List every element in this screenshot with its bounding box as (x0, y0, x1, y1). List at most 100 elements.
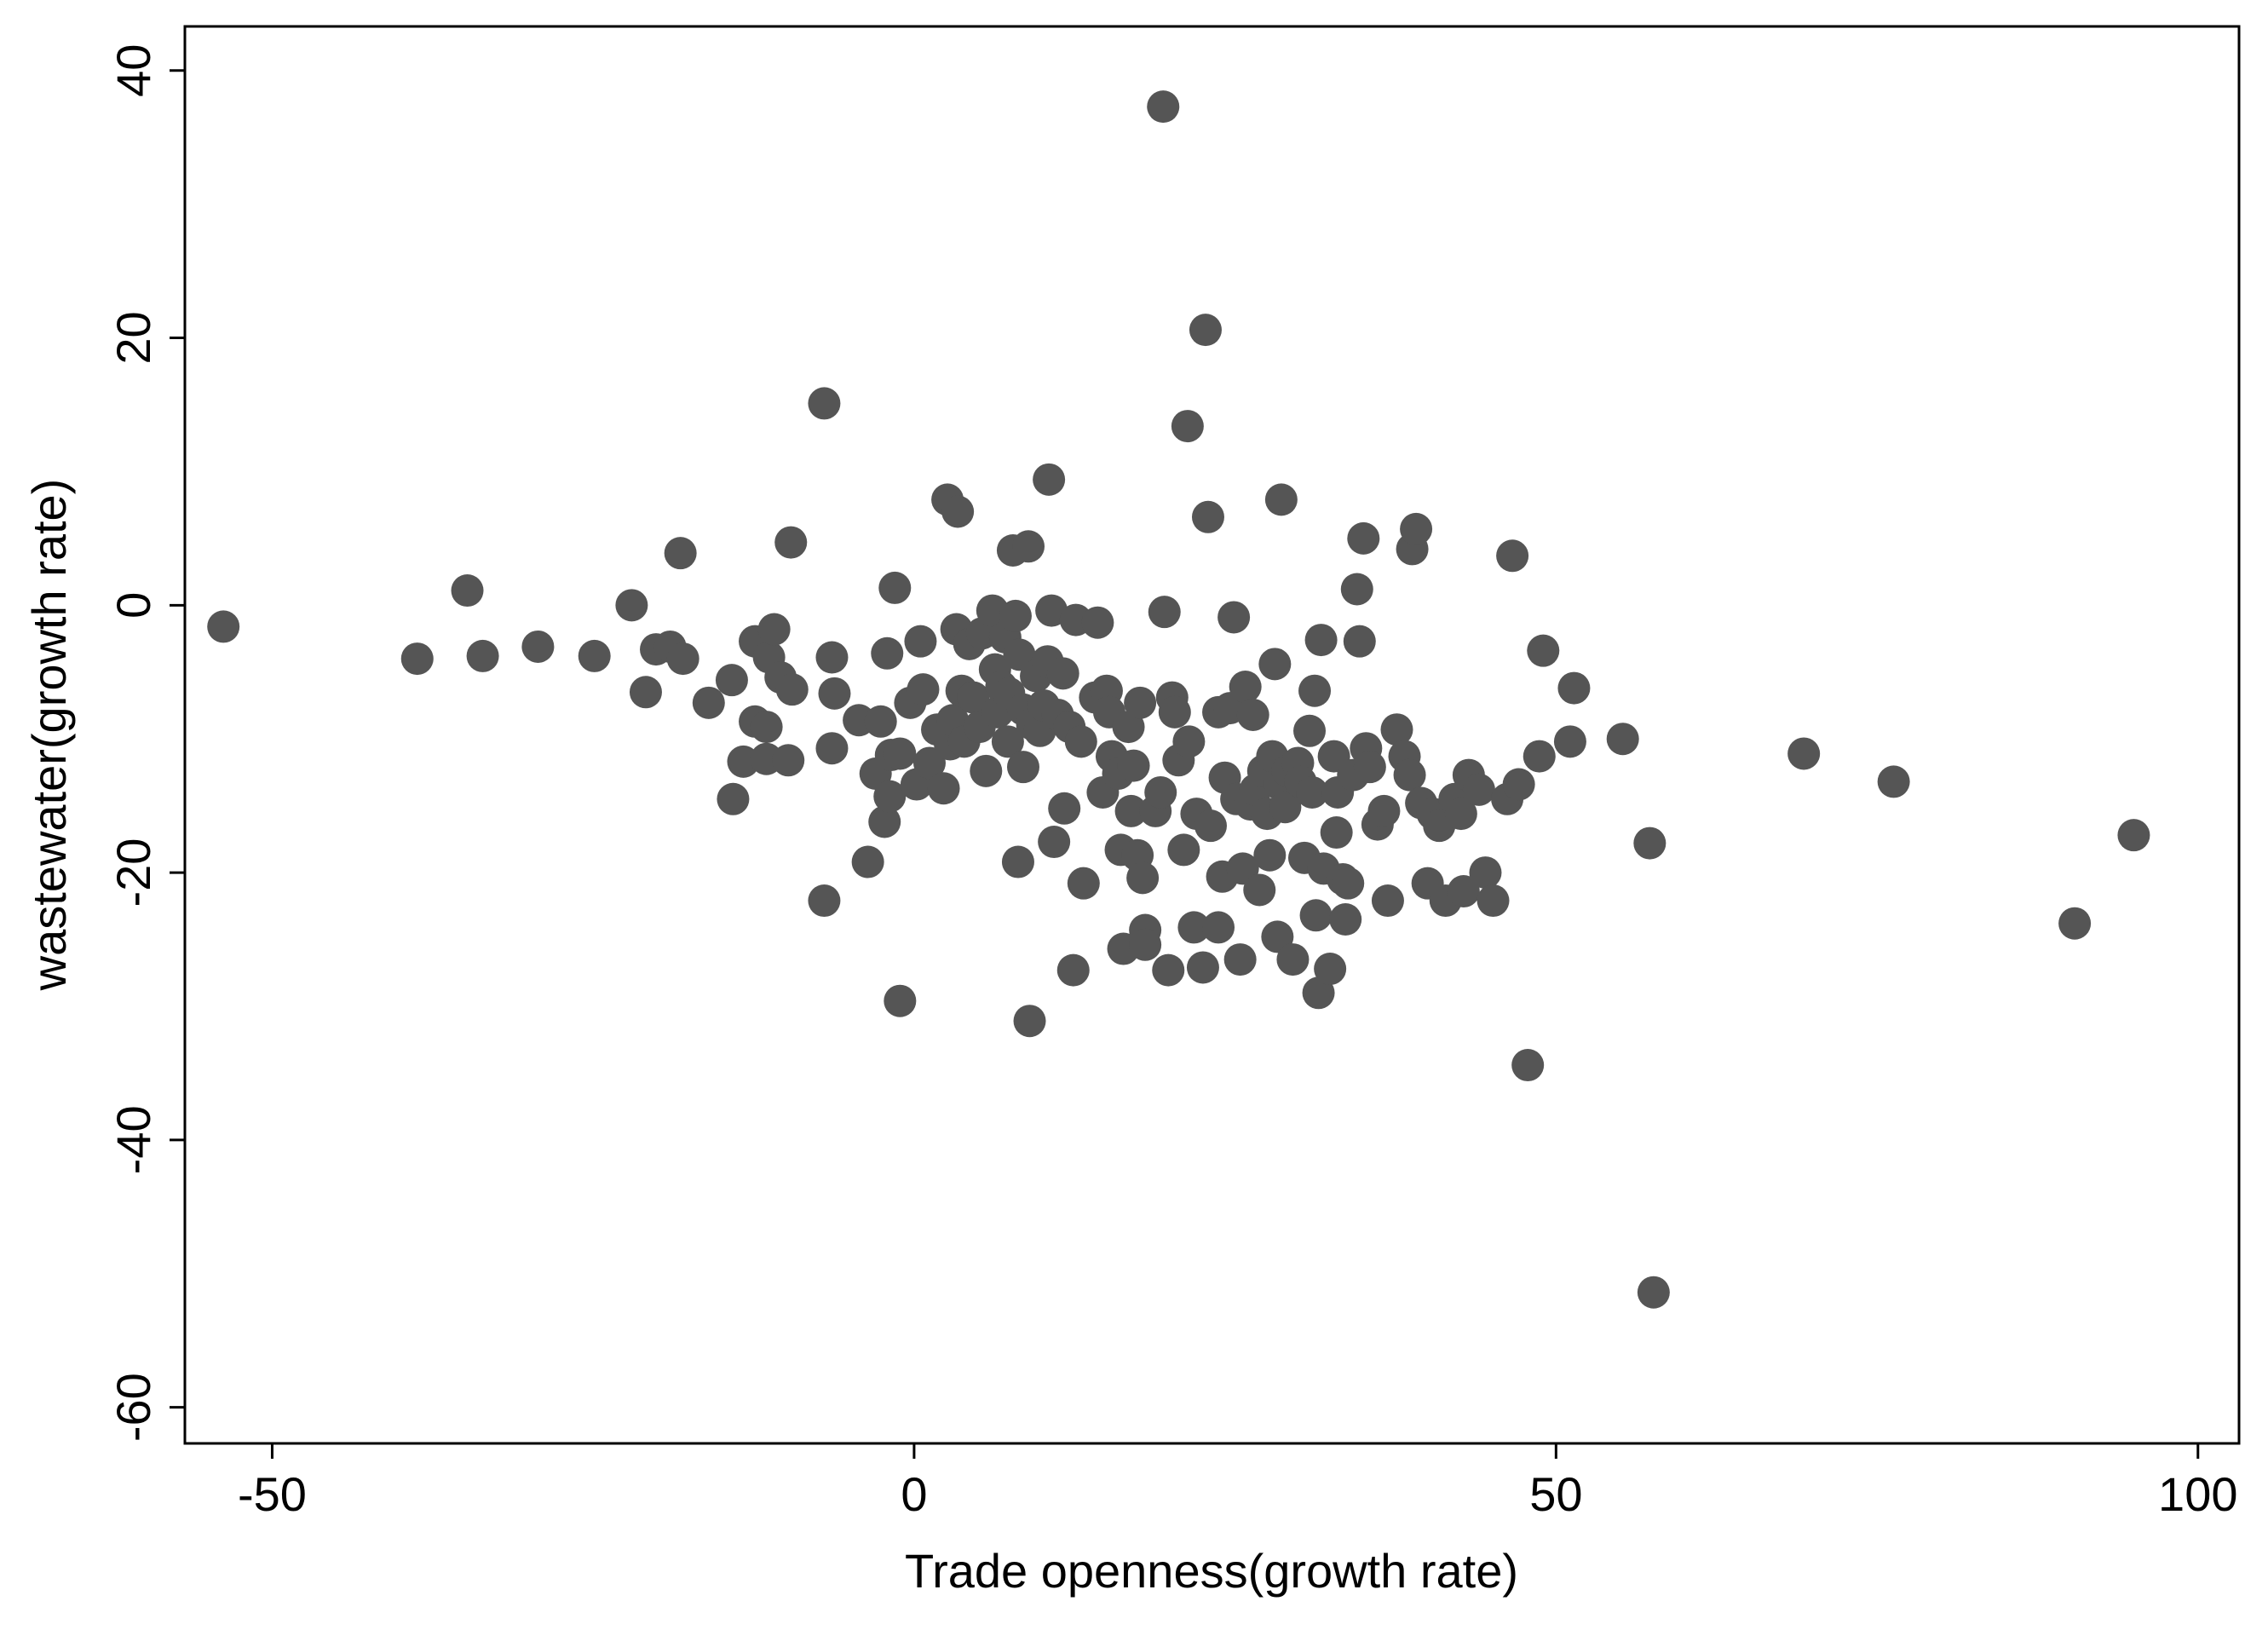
point (1276, 943, 1310, 976)
point (912, 746, 946, 780)
point (750, 711, 783, 744)
point (1511, 1049, 1545, 1082)
point (757, 613, 791, 646)
y-tick-label: -20 (106, 838, 160, 907)
point (1223, 943, 1257, 976)
point (1380, 713, 1413, 746)
point (466, 639, 499, 672)
point (1523, 740, 1556, 773)
point (907, 673, 940, 706)
point (1202, 911, 1235, 944)
point (1343, 625, 1376, 658)
point (1147, 90, 1180, 124)
point (1637, 1276, 1670, 1309)
point (1293, 714, 1327, 747)
point (864, 705, 897, 738)
point (1557, 671, 1591, 705)
point (871, 636, 904, 670)
point (1033, 463, 1066, 496)
point (451, 574, 484, 608)
point (1296, 775, 1329, 809)
x-tick-label: 100 (2158, 1467, 2237, 1521)
point (1189, 314, 1222, 347)
point (1081, 606, 1114, 639)
y-tick-label: 0 (106, 592, 160, 619)
point (818, 677, 851, 710)
point (715, 664, 748, 697)
point (1056, 953, 1090, 987)
point (1177, 911, 1211, 944)
point (1144, 775, 1177, 809)
point (1269, 791, 1302, 824)
plot-frame (183, 25, 2241, 1445)
point (1186, 951, 1219, 984)
point (884, 737, 917, 770)
point (1877, 765, 1910, 798)
point (808, 884, 841, 918)
x-axis-label: Trade openness(growth rate) (905, 1544, 1518, 1598)
point (1320, 816, 1353, 850)
point (1347, 521, 1380, 555)
point (692, 686, 725, 719)
point (1353, 751, 1386, 784)
x-tick-label: -50 (238, 1467, 307, 1521)
point (1191, 500, 1224, 533)
y-tick-label: -40 (106, 1105, 160, 1174)
point (873, 780, 907, 813)
point (615, 589, 648, 622)
point (1787, 737, 1821, 770)
y-tick-label: -60 (106, 1373, 160, 1442)
point (1393, 758, 1426, 792)
point (2117, 819, 2150, 852)
point (1314, 953, 1347, 986)
point (772, 744, 805, 777)
point (851, 845, 884, 878)
point (1329, 903, 1362, 936)
point (1502, 768, 1535, 801)
point (1126, 861, 1160, 895)
point (1477, 884, 1510, 918)
point (1012, 530, 1045, 563)
point (1462, 773, 1495, 806)
point (1553, 725, 1586, 758)
point (1114, 794, 1148, 827)
point (1261, 920, 1294, 953)
point (1194, 809, 1227, 843)
point (1367, 794, 1401, 827)
point (1496, 539, 1529, 573)
y-axis-label: wastewater(growth rate) (22, 479, 76, 992)
point (1006, 751, 1039, 784)
point (664, 537, 697, 570)
point (774, 526, 808, 559)
point (666, 642, 699, 676)
point (1067, 867, 1100, 900)
point (878, 571, 912, 604)
point (1298, 674, 1332, 707)
point (884, 984, 917, 1017)
point (957, 681, 990, 714)
point (1171, 410, 1204, 443)
point (927, 772, 960, 805)
point (904, 625, 937, 658)
point (521, 630, 555, 663)
point (1527, 634, 1560, 667)
point (1302, 976, 1335, 1010)
point (1236, 698, 1269, 731)
point (1152, 953, 1185, 987)
point (1112, 711, 1145, 744)
point (1124, 686, 1157, 719)
point (941, 495, 975, 528)
point (1129, 928, 1162, 961)
point (2058, 907, 2092, 940)
x-tick-label: 0 (901, 1467, 927, 1521)
point (1038, 826, 1071, 859)
x-tick-label: 50 (1529, 1467, 1582, 1521)
point (1046, 657, 1079, 690)
point (775, 673, 809, 706)
point (1304, 624, 1338, 657)
point (1447, 875, 1480, 908)
point (868, 805, 901, 838)
point (1633, 827, 1666, 860)
point (1253, 838, 1287, 872)
